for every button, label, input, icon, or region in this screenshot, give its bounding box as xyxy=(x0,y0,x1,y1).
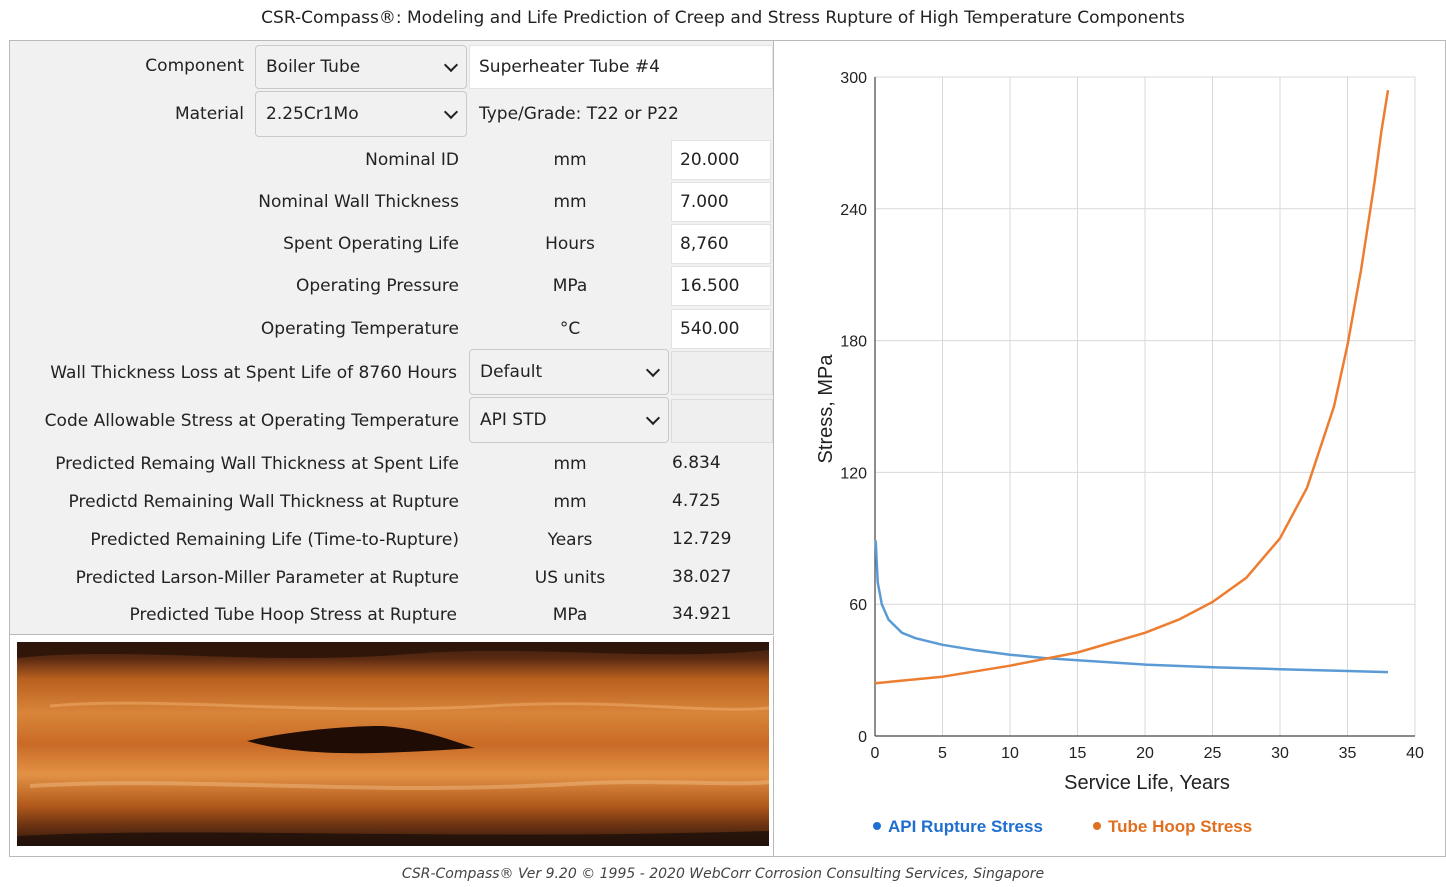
legend-marker xyxy=(873,822,881,830)
spent-life-input[interactable]: 8,760 xyxy=(671,224,771,264)
series-line-1 xyxy=(874,90,1390,685)
chart-axes: 0 5 10 15 20 25 30 35 40 0 60 120 180 240 300 xyxy=(840,70,1424,762)
nominal-id-input[interactable]: 20.000 xyxy=(671,140,771,180)
x-tick-label: 15 xyxy=(1069,745,1087,762)
x-tick-label: 20 xyxy=(1136,745,1154,762)
ruptured-tube-photo xyxy=(17,642,770,846)
result-remaining-wall-rupture-unit: mm xyxy=(553,492,587,512)
allowable-stress-select[interactable]: API STD xyxy=(469,397,669,443)
material-select[interactable]: 2.25Cr1Mo xyxy=(255,91,467,137)
photo-area xyxy=(10,636,774,856)
spent-life-value: 8,760 xyxy=(680,234,729,254)
y-tick-label: 60 xyxy=(849,597,867,614)
rupture-fish-mouth xyxy=(247,726,475,754)
tube-top-shadow xyxy=(17,642,769,658)
y-tick-label: 300 xyxy=(840,70,867,87)
chevron-down-icon xyxy=(443,104,459,120)
legend-marker xyxy=(1093,822,1101,830)
y-tick-label: 120 xyxy=(840,465,867,482)
wall-thickness-input[interactable]: 7.000 xyxy=(671,182,771,222)
operating-temperature-input[interactable]: 540.00 xyxy=(671,309,771,349)
spent-life-label: Spent Operating Life xyxy=(283,234,459,254)
wall-loss-select-value: Default xyxy=(480,362,543,382)
operating-pressure-value: 16.500 xyxy=(680,276,740,296)
component-select-value: Boiler Tube xyxy=(266,57,361,77)
operating-pressure-label: Operating Pressure xyxy=(296,276,459,296)
operating-pressure-unit: MPa xyxy=(552,276,588,296)
y-tick-label: 0 xyxy=(858,729,867,746)
result-remaining-life-label: Predicted Remaining Life (Time-to-Ruptur… xyxy=(90,530,459,550)
component-name-input[interactable]: Superheater Tube #4 xyxy=(469,45,773,89)
wall-thickness-value: 7.000 xyxy=(680,192,729,212)
x-tick-label: 35 xyxy=(1339,745,1357,762)
result-remaining-life-value: 12.729 xyxy=(672,529,732,549)
allowable-stress-label: Code Allowable Stress at Operating Tempe… xyxy=(44,411,459,431)
footer-copyright: CSR-Compass® Ver 9.20 © 1995 - 2020 WebC… xyxy=(401,866,1045,882)
x-axis-label: Service Life, Years xyxy=(1064,772,1230,794)
input-panel: Component Boiler Tube Superheater Tube #… xyxy=(10,41,774,635)
result-lmp-label: Predicted Larson-Miller Parameter at Rup… xyxy=(75,568,459,588)
allowable-stress-input[interactable] xyxy=(671,399,773,443)
y-tick-label: 240 xyxy=(840,202,867,219)
wall-loss-select[interactable]: Default xyxy=(469,349,669,395)
result-hoop-stress-label: Predicted Tube Hoop Stress at Rupture xyxy=(129,605,457,625)
wall-loss-label: Wall Thickness Loss at Spent Life of 876… xyxy=(50,363,457,383)
material-label: Material xyxy=(174,104,244,124)
result-remaining-wall-rupture-label: Predictd Remaining Wall Thickness at Rup… xyxy=(68,492,459,512)
tube-streak xyxy=(29,780,770,790)
component-label: Component xyxy=(145,56,244,76)
tube-streak xyxy=(49,701,770,711)
component-name-value: Superheater Tube #4 xyxy=(479,57,660,77)
result-remaining-wall-spent-label: Predicted Remaing Wall Thickness at Spen… xyxy=(55,454,459,474)
chevron-down-icon xyxy=(645,410,661,426)
operating-temperature-unit: °C xyxy=(559,319,581,339)
wall-thickness-label: Nominal Wall Thickness xyxy=(258,192,459,212)
result-lmp-unit: US units xyxy=(534,568,606,588)
x-tick-label: 30 xyxy=(1271,745,1289,762)
operating-pressure-input[interactable]: 16.500 xyxy=(671,266,771,306)
page-title: CSR-Compass®: Modeling and Life Predicti… xyxy=(261,8,1185,28)
nominal-id-value: 20.000 xyxy=(680,150,740,170)
y-tick-label: 180 xyxy=(840,334,867,351)
x-tick-label: 25 xyxy=(1204,745,1222,762)
material-grade-text: Type/Grade: T22 or P22 xyxy=(479,104,679,124)
chart-legend: API Rupture Stress Tube Hoop Stress xyxy=(873,817,1252,836)
x-tick-label: 40 xyxy=(1406,745,1424,762)
chevron-down-icon xyxy=(645,362,661,378)
nominal-id-label: Nominal ID xyxy=(365,150,459,170)
x-tick-label: 0 xyxy=(871,745,880,762)
nominal-id-unit: mm xyxy=(553,150,587,170)
operating-temperature-value: 540.00 xyxy=(680,319,740,339)
material-select-value: 2.25Cr1Mo xyxy=(266,104,359,124)
result-hoop-stress-unit: MPa xyxy=(552,605,588,625)
tube-bottom-shadow xyxy=(17,831,769,846)
result-lmp-value: 38.027 xyxy=(672,567,732,587)
chevron-down-icon xyxy=(443,57,459,73)
result-hoop-stress-value: 34.921 xyxy=(672,604,732,624)
stress-life-chart: 0 5 10 15 20 25 30 35 40 0 60 120 180 240 300 Service … xyxy=(815,70,1424,836)
wall-loss-input[interactable] xyxy=(671,351,773,395)
legend-label: Tube Hoop Stress xyxy=(1108,817,1252,836)
wall-thickness-unit: mm xyxy=(553,192,587,212)
result-remaining-wall-rupture-value: 4.725 xyxy=(672,491,721,511)
component-select[interactable]: Boiler Tube xyxy=(255,45,467,89)
result-remaining-wall-spent-unit: mm xyxy=(553,454,587,474)
x-tick-label: 10 xyxy=(1001,745,1019,762)
legend-label: API Rupture Stress xyxy=(888,817,1043,836)
allowable-stress-select-value: API STD xyxy=(480,410,547,430)
operating-temperature-label: Operating Temperature xyxy=(260,319,459,339)
result-remaining-life-unit: Years xyxy=(547,530,593,550)
spent-life-unit: Hours xyxy=(545,234,595,254)
chart-series xyxy=(874,90,1390,685)
x-tick-label: 5 xyxy=(938,745,947,762)
series-line-0 xyxy=(874,540,1389,674)
result-remaining-wall-spent-value: 6.834 xyxy=(672,453,721,473)
y-axis-label: Stress, MPa xyxy=(815,354,837,464)
